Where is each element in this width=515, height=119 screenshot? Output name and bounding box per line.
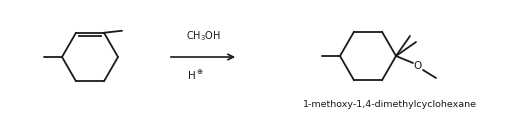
Text: O: O <box>414 61 422 71</box>
Text: H$^\oplus$: H$^\oplus$ <box>186 69 203 82</box>
Text: CH$_3$OH: CH$_3$OH <box>185 29 220 43</box>
Text: 1-methoxy-1,4-dimethylcyclohexane: 1-methoxy-1,4-dimethylcyclohexane <box>303 100 477 109</box>
